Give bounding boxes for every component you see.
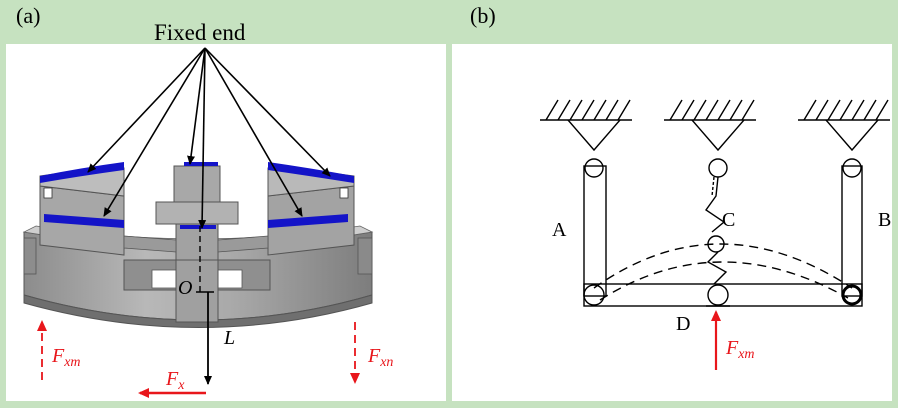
deflection-curve-2 [599,261,849,301]
label-d: D [676,313,690,335]
label-fx: Fx [165,368,185,393]
pivot-top-left [584,158,604,178]
panel-b-label: (b) [470,3,496,28]
label-fxm-b: Fxm [725,337,755,362]
label-fxm-a: Fxm [51,345,81,370]
link-d [583,283,863,307]
deflection-curve-1 [593,243,853,289]
label-c: C [722,209,735,231]
ground-left [540,99,632,152]
label-a: A [552,219,567,241]
center-top-block [173,165,221,203]
link-b [841,165,863,297]
ground-middle [664,99,756,152]
label-origin: O [178,277,192,299]
arrow-fixed-1 [87,47,206,173]
pivot-bottom-right [841,284,863,306]
pivot-top-right [842,158,862,178]
label-b: B [878,209,891,231]
fixed-end-arrows [87,47,331,229]
center-middle-plate [155,201,239,225]
arrow-fixed-6 [204,47,331,177]
inner-arm-left [123,235,177,253]
left-fixed-top [40,162,124,183]
label-length: L [223,327,235,349]
pivot-top-middle [708,158,728,178]
linkage-schematic [540,99,890,307]
arrow-fixed-4 [198,47,207,229]
link-a [583,165,607,297]
pivot-bottom-left [583,284,605,306]
link-c-zigzag [705,176,728,285]
panel-b [452,44,892,401]
arrow-fixed-2 [103,47,206,217]
fixed-end-label: Fixed end [154,20,246,45]
ring-bottom-edge [23,294,373,328]
center-second-block [175,223,219,261]
label-fxn: Fxn [367,345,393,370]
arrow-fixed-3 [187,47,206,165]
right-fixed-top [268,162,354,183]
right-fixed-mid [268,214,348,228]
ground-right [798,99,890,152]
center-stem [175,259,219,323]
pivot-bottom-middle [707,284,729,306]
inner-arm-right [217,235,269,253]
flexure-model [22,162,374,328]
left-fixed-mid [44,214,124,228]
arrow-fixed-5 [204,47,303,217]
panel-a-label: (a) [16,3,41,28]
